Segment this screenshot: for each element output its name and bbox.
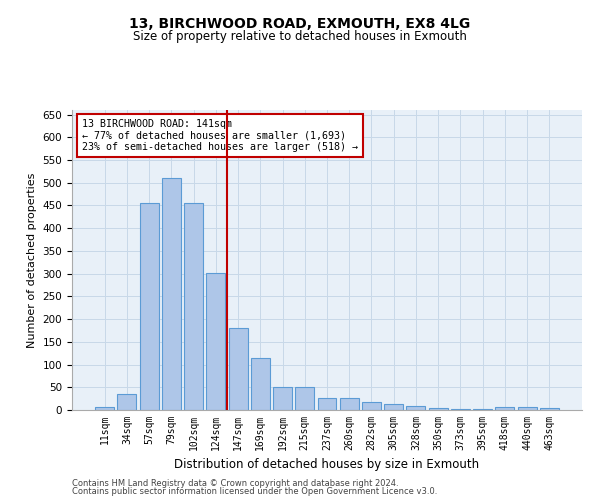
Text: Contains HM Land Registry data © Crown copyright and database right 2024.: Contains HM Land Registry data © Crown c… bbox=[72, 478, 398, 488]
Bar bbox=[251, 358, 270, 410]
Bar bbox=[340, 398, 359, 410]
Bar bbox=[317, 398, 337, 410]
Bar bbox=[384, 404, 403, 410]
Bar bbox=[206, 272, 225, 410]
Bar bbox=[229, 328, 248, 410]
Text: 13 BIRCHWOOD ROAD: 141sqm
← 77% of detached houses are smaller (1,693)
23% of se: 13 BIRCHWOOD ROAD: 141sqm ← 77% of detac… bbox=[82, 119, 358, 152]
Bar bbox=[295, 388, 314, 410]
X-axis label: Distribution of detached houses by size in Exmouth: Distribution of detached houses by size … bbox=[175, 458, 479, 471]
Bar bbox=[496, 407, 514, 410]
Bar bbox=[451, 409, 470, 410]
Bar bbox=[429, 408, 448, 410]
Bar bbox=[518, 407, 536, 410]
Bar bbox=[162, 178, 181, 410]
Bar bbox=[273, 388, 292, 410]
Bar bbox=[406, 406, 425, 410]
Text: Size of property relative to detached houses in Exmouth: Size of property relative to detached ho… bbox=[133, 30, 467, 43]
Bar bbox=[473, 409, 492, 410]
Text: 13, BIRCHWOOD ROAD, EXMOUTH, EX8 4LG: 13, BIRCHWOOD ROAD, EXMOUTH, EX8 4LG bbox=[130, 18, 470, 32]
Bar bbox=[540, 408, 559, 410]
Bar bbox=[362, 402, 381, 410]
Text: Contains public sector information licensed under the Open Government Licence v3: Contains public sector information licen… bbox=[72, 487, 437, 496]
Y-axis label: Number of detached properties: Number of detached properties bbox=[27, 172, 37, 348]
Bar bbox=[95, 407, 114, 410]
Bar bbox=[140, 202, 158, 410]
Bar bbox=[118, 394, 136, 410]
Bar bbox=[184, 202, 203, 410]
